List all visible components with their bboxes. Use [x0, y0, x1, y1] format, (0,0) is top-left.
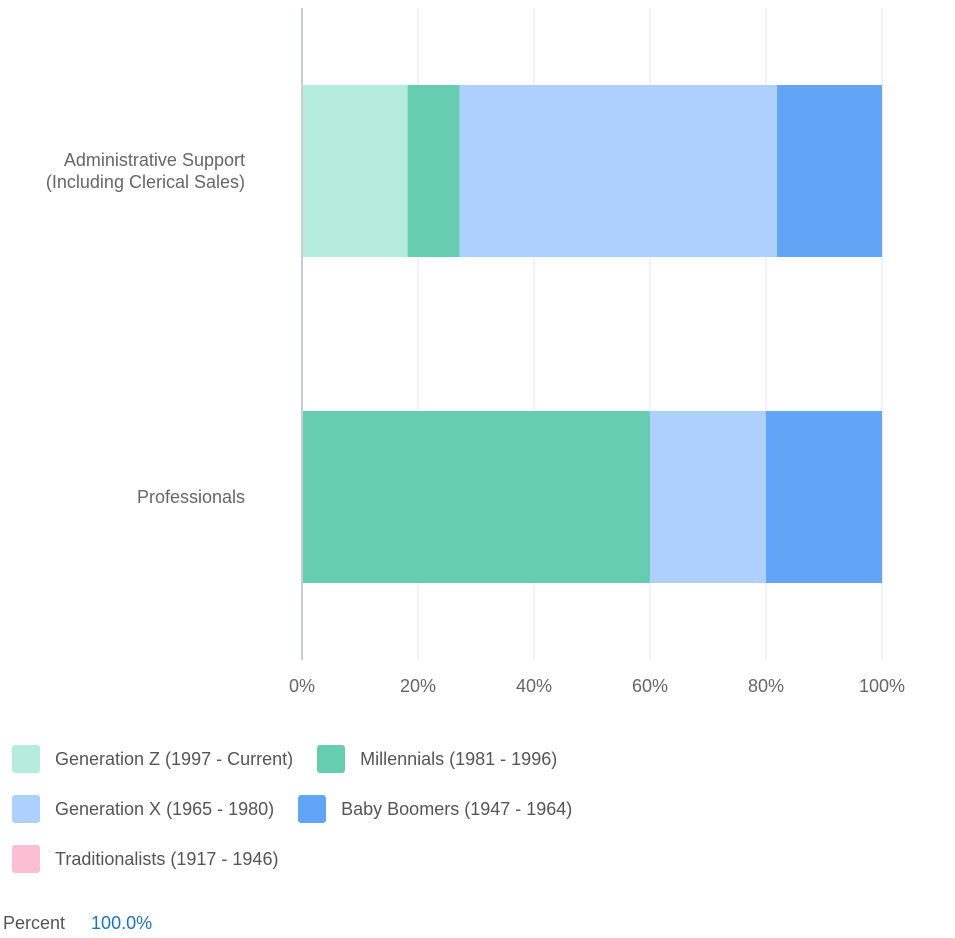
summary-value: 100.0%	[91, 913, 153, 933]
x-tick-label: 100%	[859, 676, 905, 696]
legend-label: Baby Boomers (1947 - 1964)	[341, 798, 573, 819]
legend-item: Millennials (1981 - 1996)	[317, 745, 557, 773]
legend-swatch	[12, 745, 40, 773]
x-tick-label: 0%	[289, 676, 315, 696]
legend-item: Generation Z (1997 - Current)	[12, 745, 293, 773]
bar-segment	[459, 85, 778, 257]
legend-swatch	[298, 795, 327, 823]
legend-label: Generation X (1965 - 1980)	[55, 798, 275, 819]
legend-swatch	[317, 745, 346, 773]
bar-segment	[302, 85, 408, 257]
legend-item: Traditionalists (1917 - 1946)	[12, 845, 278, 873]
legend-swatch	[12, 795, 40, 823]
legend-item: Baby Boomers (1947 - 1964)	[298, 795, 572, 823]
y-tick-label: Administrative Support (Including Cleric…	[45, 150, 245, 192]
summary-label: Percent	[3, 913, 66, 933]
bar-segment	[302, 411, 650, 583]
bar-segment	[407, 85, 460, 257]
legend-label: Millennials (1981 - 1996)	[360, 748, 558, 769]
x-tick-label: 20%	[400, 676, 436, 696]
y-tick-label: Professionals	[136, 487, 245, 507]
x-tick-label: 80%	[748, 676, 784, 696]
bar-segment	[766, 411, 882, 583]
legend-label: Generation Z (1997 - Current)	[55, 748, 294, 769]
bar-segment	[650, 411, 766, 583]
x-tick-label: 40%	[516, 676, 552, 696]
bar-segment	[777, 85, 882, 257]
legend-label: Traditionalists (1917 - 1946)	[55, 848, 279, 869]
chart: 0% 20% 40% 60% 80% 100%	[289, 8, 905, 696]
legend-item: Generation X (1965 - 1980)	[12, 795, 274, 823]
x-tick-label: 60%	[632, 676, 668, 696]
legend-swatch	[12, 845, 40, 873]
legend: Generation Z (1997 - Current) Millennials…	[12, 745, 692, 873]
footer: Percent 100.0%	[3, 913, 152, 934]
